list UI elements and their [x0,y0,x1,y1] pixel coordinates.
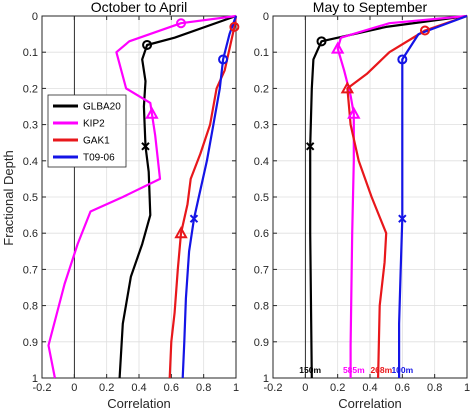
panel-title: October to April [91,0,188,15]
chart-panel-2: -0.2 0 0.2 0.4 0.6 0.8 1 0 0.1 0.2 0.3 0.4 0.5 0.6 0.7… [254,0,470,411]
series-line-kip2 [47,14,237,379]
depth-label: 150m [299,365,321,375]
series-marker-gak1-2 [340,81,355,94]
chart-panel-1: -0.2 0 0.2 0.4 0.6 0.8 1 0 0.1 0.2 0.3 0.4 0.5 0.6 0.7… [23,0,240,411]
x-axis-label: Correlation [338,396,402,411]
series-line-gak1 [346,14,468,379]
x-tick-label: 0.4 [362,382,377,394]
legend-label: GAK1 [83,136,110,147]
y-tick-label: 0.1 [254,47,269,59]
series-marker-t09-06-2-stroke-b [189,214,199,223]
x-axis-label: Correlation [107,396,171,411]
legend: GLBA20 KIP2 GAK1 T09-06 [47,94,127,168]
x-tick-label: 0.2 [99,382,114,394]
y-tick-label: 0.2 [23,83,38,95]
x-tick-label: -0.2 [264,382,283,394]
series-line-t09-06 [398,14,468,378]
series-line-kip2 [336,14,468,378]
y-tick-label: 0.7 [23,264,38,276]
series-marker-gak1 [229,21,240,32]
depth-label: 100m [391,365,413,375]
x-tick-label: -0.2 [33,382,52,394]
y-tick-label: 0.5 [254,192,269,204]
y-tick-label: 0.1 [23,47,38,59]
x-tick-label: 0.4 [131,382,146,394]
y-tick-label: 0.8 [254,301,269,313]
y-tick-label: 0.6 [254,228,269,240]
series-marker-kip2 [330,41,345,54]
series-marker-kip2 [176,18,187,29]
panel-title: May to September [313,0,428,15]
series-marker-kip2-2 [347,106,361,119]
x-tick-label: 1 [233,382,239,394]
legend-label: GLBA20 [83,102,121,113]
x-tick-label: 0.6 [164,382,179,394]
depth-label: 268m [370,365,392,375]
x-tick-label: 0.8 [427,382,442,394]
y-tick-label: 1 [263,373,269,385]
series-marker-glba20-2 [141,142,150,151]
y-tick-label: 0.8 [23,301,38,313]
series-marker-t09-06-2-stroke-b [398,214,407,223]
series-line-glba20 [309,14,468,379]
legend-label: T09-06 [83,153,115,164]
x-tick-label: 1 [464,382,470,394]
x-tick-label: 0.8 [196,382,211,394]
x-tick-label: 0.6 [395,382,410,394]
depth-label: 585m [343,365,365,375]
series-marker-t09-06 [397,54,408,65]
series-marker-glba20-2-stroke-b [305,142,315,151]
y-tick-label: 0.3 [23,120,38,132]
y-tick-label: 0.9 [23,337,38,349]
series-marker-glba20-2-stroke-b [141,142,150,151]
x-tick-label: 0 [302,382,308,394]
legend-label: KIP2 [83,119,105,130]
y-tick-label: 0 [32,11,38,23]
y-tick-label: 0.3 [254,120,269,132]
chart-panels: -0.2 0 0.2 0.4 0.6 0.8 1 0 0.1 0.2 0.3 0.4 0.5 0.6 0.7… [23,0,470,411]
series-marker-gak1 [419,25,430,36]
y-tick-label: 1 [32,373,38,385]
series-marker-gak1-2 [174,226,188,239]
series-marker-t09-06-2 [398,214,407,223]
y-tick-label: 0.2 [254,83,269,95]
y-tick-label: 0.6 [23,228,38,240]
y-tick-label: 0.9 [254,337,269,349]
series-marker-glba20 [316,36,327,47]
series-line-gak1 [168,15,238,379]
y-tick-label: 0.7 [254,264,269,276]
y-tick-label: 0.4 [23,156,38,168]
series-marker-glba20 [142,39,153,50]
y-tick-label: 0.5 [23,192,38,204]
x-tick-label: 0.2 [330,382,345,394]
series-marker-t09-06 [218,54,229,65]
y-tick-label: 0 [263,11,269,23]
x-tick-label: 0 [71,382,77,394]
y-tick-label: 0.4 [254,156,269,168]
series-marker-t09-06-2 [189,214,199,223]
series-marker-glba20-2 [305,142,315,151]
series-marker-kip2-2 [145,106,159,119]
y-axis-label: Fractional Depth [1,150,16,245]
